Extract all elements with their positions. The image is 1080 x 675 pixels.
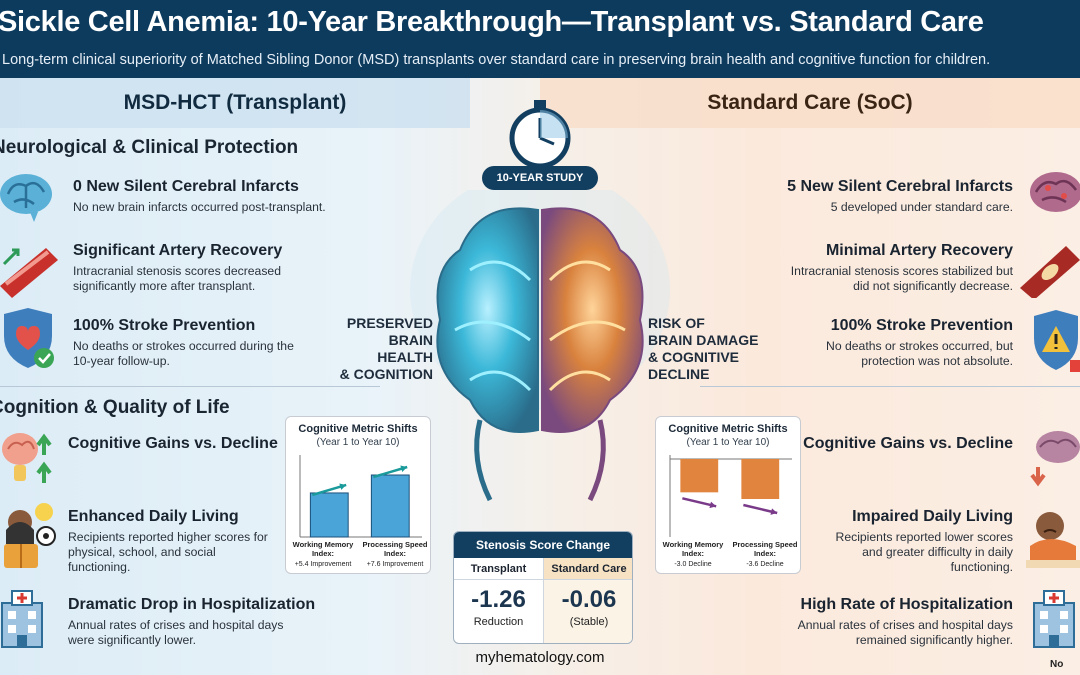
x-label-processing-speed: Processing Speed Index: (732, 540, 798, 558)
preserved-brain-label: PRESERVED BRAIN HEALTH & COGNITION (339, 315, 433, 382)
brain-arrow-down-icon (1030, 431, 1080, 487)
right-item-hospitalization-text: Annual rates of crises and hospital days… (797, 618, 1013, 647)
neuro-protection-section-title: Neurological & Clinical Protection (0, 137, 299, 158)
brain-icon (0, 174, 52, 222)
brain-arrows-up-icon (2, 433, 52, 483)
bar-processing-speed (741, 459, 780, 499)
bar-working-memory (680, 459, 719, 493)
standard-care-column-title: Standard Care (SoC) (540, 78, 1080, 128)
left-item-daily-living-heading: Enhanced Daily Living (68, 508, 239, 525)
value-label-working-memory: +5.4 Improvement (294, 561, 352, 568)
x-label-working-memory: Working Memory Index: (292, 540, 354, 558)
right-item-daily-living-heading: Impaired Daily Living (852, 508, 1013, 525)
child-reading-icon (4, 503, 56, 568)
value-label-working-memory: -3.0 Decline (674, 561, 712, 568)
stenosis-transplant-note: Reduction (473, 616, 524, 628)
page-title: Sickle Cell Anemia: 10-Year Breakthrough… (0, 6, 984, 38)
trend-arrow-head (709, 501, 717, 509)
right-item-hospitalization-heading: High Rate of Hospitalization (800, 596, 1013, 613)
sad-child-icon (1026, 512, 1080, 568)
left-section-divider (0, 386, 380, 387)
chart-title: Cognitive Metric Shifts (298, 423, 418, 435)
right-item-artery-heading: Minimal Artery Recovery (825, 242, 1013, 259)
study-duration-badge: 10-YEAR STUDY (482, 166, 598, 190)
stenosis-table-title: Stenosis Score Change (454, 532, 632, 558)
cognition-section-title: Cognition & Quality of Life (0, 397, 230, 418)
stopwatch-icon (509, 100, 571, 169)
left-item-hospitalization-text: Annual rates of crises and hospital days… (68, 618, 284, 647)
left-item-artery-heading: Significant Artery Recovery (73, 242, 283, 259)
trend-arrow-head (339, 483, 347, 490)
x-label-processing-speed: Processing Speed Index: (362, 540, 428, 558)
stenosis-transplant-label: Transplant (454, 558, 543, 580)
right-item-stroke-heading: 100% Stroke Prevention (830, 317, 1013, 334)
source-url: myhematology.com (475, 649, 605, 666)
left-item-artery-text: Intracranial stenosis scores decreased s… (73, 264, 281, 293)
right-item-cognitive-heading: Cognitive Gains vs. Decline (803, 435, 1013, 452)
right-item-infarcts-heading: 5 New Silent Cerebral Infarcts (787, 178, 1013, 195)
chart-title: Cognitive Metric Shifts (668, 423, 788, 435)
value-label-processing-speed: +7.6 Improvement (366, 561, 424, 568)
stenosis-standard-value: -0.06 (561, 586, 617, 613)
left-item-daily-living-text: Recipients reported higher scores for ph… (68, 530, 268, 574)
left-item-infarcts-heading: 0 New Silent Cerebral Infarcts (73, 178, 299, 195)
trend-arrow-head (770, 508, 778, 515)
header-banner: Sickle Cell Anemia: 10-Year Breakthrough… (0, 0, 1080, 78)
stenosis-transplant-value: -1.26 (471, 586, 526, 613)
trend-arrow-head (400, 465, 408, 472)
transplant-column-title: MSD-HCT (Transplant) (0, 78, 470, 128)
left-item-hospitalization-heading: Dramatic Drop in Hospitalization (68, 596, 316, 613)
value-label-processing-speed: -3.6 Decline (746, 561, 784, 568)
bar-working-memory (309, 492, 349, 538)
shield-warning-icon (1034, 310, 1080, 372)
damaged-brain-icon (1030, 172, 1080, 212)
page-subtitle: Long-term clinical superiority of Matche… (2, 52, 991, 68)
right-section-divider (700, 386, 1080, 387)
chart-subtitle: (Year 1 to Year 10) (316, 437, 400, 448)
blocked-artery-icon (1020, 246, 1080, 298)
right-item-artery-text: Intracranial stenosis scores stabilized … (790, 264, 1013, 293)
left-item-infarcts-text: No new brain infarcts occurred post-tran… (73, 200, 326, 214)
right-item-infarcts-text: 5 developed under standard care. (830, 200, 1013, 214)
x-label-working-memory: Working Memory Index: (662, 540, 724, 558)
left-item-stroke-text: No deaths or strokes occurred during the… (73, 339, 294, 368)
left-item-cognitive-heading: Cognitive Gains vs. Decline (68, 435, 278, 452)
brain-damage-risk-label: RISK OF BRAIN DAMAGE & COGNITIVE DECLINE (648, 315, 759, 382)
left-item-stroke-heading: 100% Stroke Prevention (73, 317, 256, 334)
corner-watermark: No (1050, 659, 1064, 670)
standard-chart-plot (669, 455, 792, 537)
transplant-cognitive-chart: Cognitive Metric Shifts (Year 1 to Year … (285, 416, 431, 574)
stenosis-standard-label: Standard Care (544, 558, 632, 580)
stenosis-score-table: Stenosis Score Change Transplant -1.26 R… (453, 531, 633, 644)
shield-heart-icon (4, 308, 54, 368)
hospital-icon (1033, 590, 1075, 648)
hospital-icon (1, 590, 43, 648)
stenosis-standard-note: (Stable) (569, 616, 609, 628)
stenosis-standard-column: Standard Care -0.06 (Stable) (544, 558, 632, 643)
bar-processing-speed (370, 474, 410, 538)
transplant-chart-plot (299, 455, 422, 538)
stenosis-transplant-column: Transplant -1.26 Reduction (454, 558, 544, 643)
standard-care-cognitive-chart: Cognitive Metric Shifts (Year 1 to Year … (655, 416, 801, 574)
right-item-stroke-text: No deaths or strokes occurred, but prote… (826, 339, 1013, 368)
brain-illustration (410, 190, 670, 502)
artery-icon (0, 248, 58, 298)
chart-subtitle: (Year 1 to Year 10) (686, 437, 770, 448)
right-item-daily-living-text: Recipients reported lower scores and gre… (835, 530, 1013, 574)
